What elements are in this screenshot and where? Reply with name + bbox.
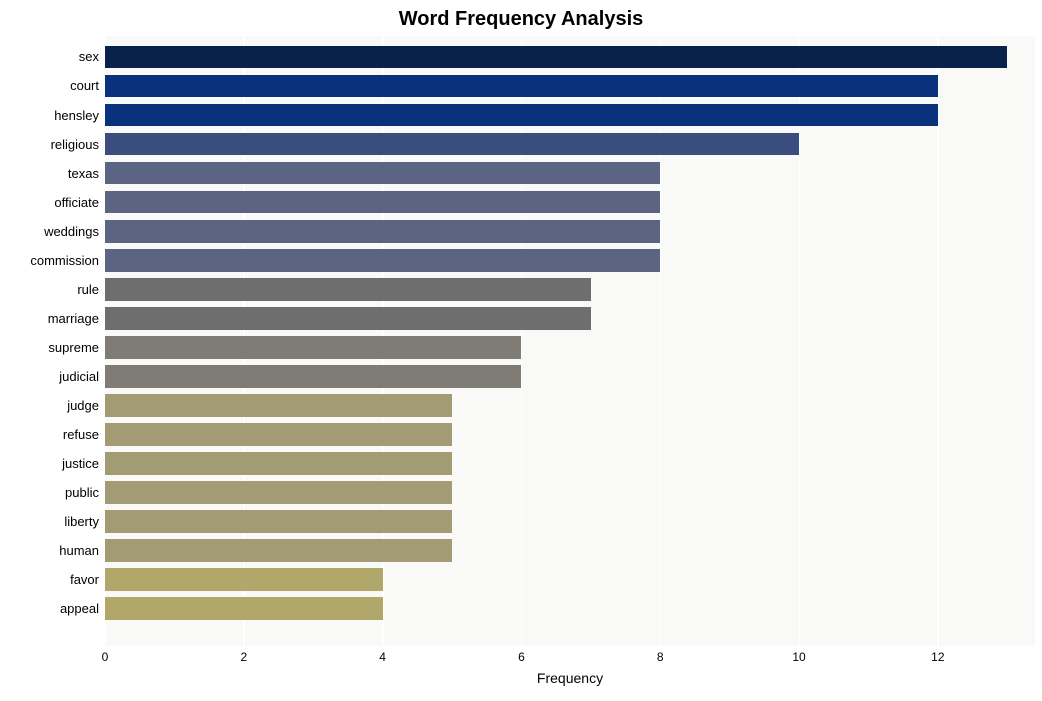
bar [105,423,452,446]
y-tick-label: texas [68,166,99,181]
bar [105,597,383,620]
bar [105,133,799,156]
bar [105,104,938,127]
chart-title: Word Frequency Analysis [0,8,1042,31]
bar [105,191,660,214]
y-tick-label: judicial [59,369,99,384]
bar [105,452,452,475]
y-tick-label: court [70,78,99,93]
y-tick-label: weddings [44,224,99,239]
bar [105,162,660,185]
y-tick-label: justice [62,456,99,471]
bar [105,336,521,359]
y-tick-label: human [59,543,99,558]
bar [105,510,452,533]
x-gridline [660,36,662,646]
x-tick-label: 6 [501,650,541,664]
bar [105,220,660,243]
y-tick-label: commission [30,253,99,268]
y-tick-label: appeal [60,601,99,616]
y-tick-label: officiate [54,195,99,210]
word-frequency-chart: Word Frequency Analysis Frequency 0 2 4 6 8 1… [0,0,1042,701]
y-tick-label: religious [51,137,99,152]
x-tick-label: 10 [779,650,819,664]
x-tick-label: 4 [363,650,403,664]
bar [105,568,383,591]
x-tick-label: 2 [224,650,264,664]
y-tick-label: sex [79,49,99,64]
y-tick-label: judge [67,398,99,413]
bar [105,249,660,272]
y-tick-label: liberty [64,514,99,529]
y-tick-label: hensley [54,108,99,123]
bar [105,307,591,330]
y-tick-label: marriage [48,311,99,326]
bar [105,75,938,98]
x-tick-label: 12 [918,650,958,664]
y-tick-label: supreme [48,340,99,355]
x-tick-label: 8 [640,650,680,664]
bar [105,481,452,504]
x-tick-label: 0 [85,650,125,664]
y-tick-label: refuse [63,427,99,442]
bar [105,539,452,562]
bar [105,365,521,388]
y-tick-label: public [65,485,99,500]
x-gridline [937,36,939,646]
y-tick-label: favor [70,572,99,587]
bar [105,394,452,417]
y-tick-label: rule [77,282,99,297]
x-gridline [799,36,801,646]
x-axis-label: Frequency [105,670,1035,686]
bar [105,278,591,301]
bar [105,46,1007,69]
